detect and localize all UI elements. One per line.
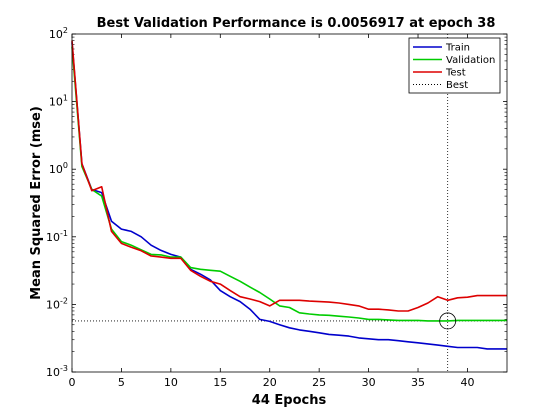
best-point-marker: [439, 312, 457, 330]
y-tick-label: 10-2: [46, 296, 68, 311]
y-tick-label: 101: [49, 94, 68, 109]
y-tick-label: 102: [49, 26, 68, 41]
y-tick-label: 10-3: [46, 364, 68, 379]
ticks-layer: 0 5 10 15 20 25 30 35 40 10-3 10-2 10-1 100 101 102: [46, 26, 507, 389]
legend-label: Best: [446, 80, 468, 91]
legend-label: Train: [445, 43, 470, 54]
series-line-validation: [71, 46, 507, 322]
x-tick-label: 20: [263, 376, 277, 389]
series-line-train: [71, 42, 507, 350]
x-tick-label: 40: [460, 376, 474, 389]
x-tick-label: 5: [118, 376, 125, 389]
chart-title: Best Validation Performance is 0.0056917…: [97, 16, 496, 31]
legend-label: Validation: [446, 55, 495, 66]
y-axis-label: Mean Squared Error (mse): [29, 106, 44, 300]
y-tick-label: 100: [49, 161, 68, 176]
x-tick-label: 35: [411, 376, 425, 389]
plot-frame: [71, 33, 508, 373]
x-axis-label: 44 Epochs: [252, 393, 327, 408]
x-tick-label: 30: [362, 376, 376, 389]
x-tick-label: 0: [69, 376, 76, 389]
x-tick-label: 10: [164, 376, 178, 389]
x-tick-label: 25: [312, 376, 326, 389]
series-line-test: [71, 40, 507, 312]
series-layer: [71, 34, 507, 372]
x-tick-label: 15: [213, 376, 227, 389]
y-tick-label: 10-1: [46, 229, 68, 244]
legend-label: Test: [445, 68, 466, 79]
